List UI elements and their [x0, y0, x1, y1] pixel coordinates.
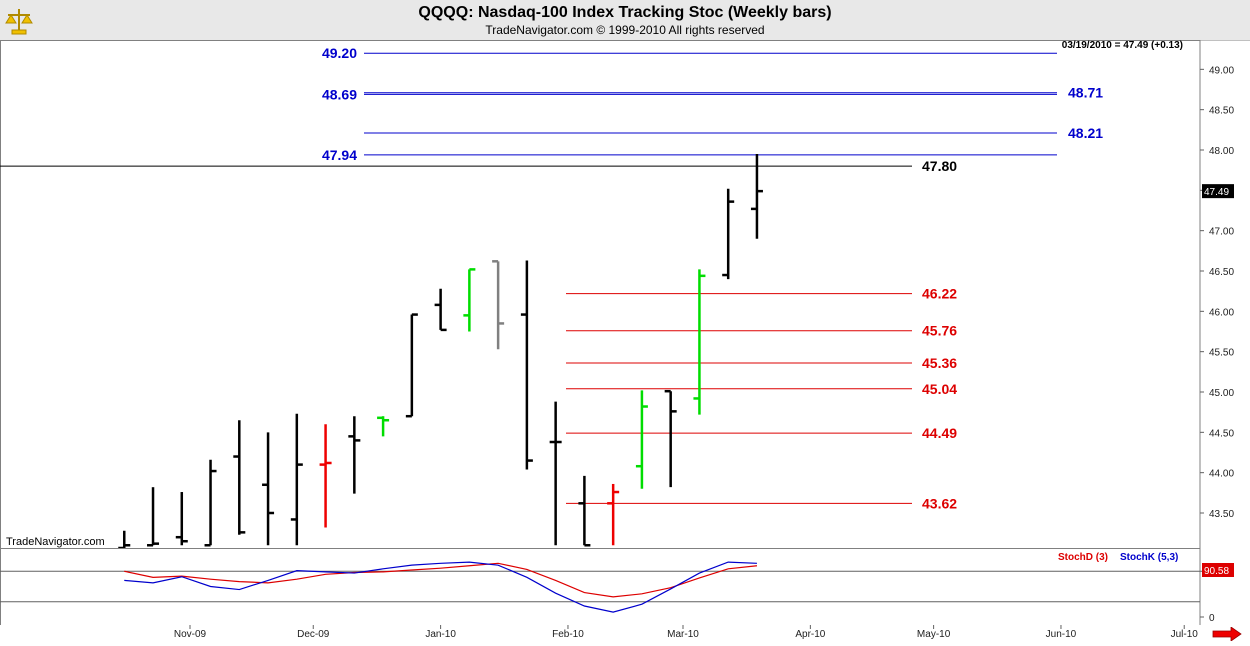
- x-tick-label-4: Mar-10: [667, 629, 699, 640]
- ohlc-bar-2: [175, 492, 188, 546]
- x-tick-label-7: Jun-10: [1046, 629, 1077, 640]
- scales-icon: [4, 6, 34, 41]
- y-tick-label-10: 48.50: [1209, 106, 1234, 117]
- level-label-49.20: 49.20: [322, 45, 357, 61]
- x-axis: Nov-09 Dec-09 Jan-10 Feb-10 Mar-10 Apr-10 May-…: [0, 625, 1250, 643]
- watermark: TradeNavigator.com: [6, 536, 105, 548]
- ohlc-bar-21: [722, 188, 735, 280]
- x-tick-label-8: Jul-10: [1171, 629, 1199, 640]
- stoch-plot-frame: [0, 548, 1201, 626]
- chart-area[interactable]: 43.50 44.00 44.50 45.00 45.50 46.00 46.50 47.00…: [0, 40, 1250, 643]
- price-panel: 43.50 44.00 44.50 45.00 45.50 46.00 46.50 47.00…: [0, 40, 1234, 550]
- y-tick-label-5: 46.00: [1209, 307, 1234, 318]
- ohlc-bar-11: [434, 288, 447, 332]
- last-price-label: 47.49: [1204, 187, 1229, 198]
- last-price-box: [1202, 184, 1234, 199]
- ohlc-bar-9: [377, 416, 390, 437]
- ohlc-bar-19: [664, 389, 677, 488]
- stoch-series-line-1: [124, 561, 757, 613]
- price-plot-frame: [0, 40, 1201, 549]
- stoch-y-tick-label-0: 0: [1209, 613, 1215, 624]
- x-tick-label-3: Feb-10: [552, 629, 584, 640]
- x-tick-label-0: Nov-09: [174, 629, 207, 640]
- stoch-series-line-0: [124, 562, 758, 598]
- level-label-44.49: 44.49: [922, 425, 957, 441]
- ohlc-bar-7: [319, 424, 332, 528]
- ohlc-bar-18: [635, 390, 648, 489]
- level-label-43.62: 43.62: [922, 495, 957, 511]
- y-tick-label-3: 45.00: [1209, 388, 1234, 399]
- ohlc-bar-17: [607, 483, 620, 546]
- ohlc-bar-14: [520, 260, 533, 470]
- info-label: 03/19/2010 = 47.49 (+0.13): [1062, 40, 1183, 51]
- ohlc-bar-3: [204, 459, 217, 547]
- ohlc-bar-8: [348, 416, 361, 494]
- level-label-48.21: 48.21: [1068, 125, 1103, 141]
- stoch-last-value-box: [1202, 563, 1234, 577]
- ohlc-bar-13: [492, 260, 505, 350]
- y-tick-label-11: 49.00: [1209, 65, 1234, 76]
- ohlc-bar-22: [750, 154, 763, 239]
- ohlc-bar-10: [405, 313, 418, 418]
- right-arrow-icon[interactable]: [1212, 626, 1242, 646]
- x-tick-label-2: Jan-10: [425, 629, 456, 640]
- ohlc-bar-1: [147, 487, 160, 547]
- x-tick-label-5: Apr-10: [795, 629, 825, 640]
- stoch-legend-d: StochD (3): [1058, 552, 1108, 563]
- ohlc-bar-15: [549, 401, 562, 546]
- stoch-last-value-label: 90.58: [1204, 566, 1229, 577]
- y-tick-label-9: 48.00: [1209, 146, 1234, 157]
- ohlc-bar-4: [233, 420, 246, 535]
- y-tick-label-1: 44.00: [1209, 469, 1234, 480]
- y-tick-label-7: 47.00: [1209, 227, 1234, 238]
- ohlc-bar-5: [262, 432, 275, 546]
- copyright-subtitle: TradeNavigator.com © 1999-2010 All right…: [485, 23, 765, 37]
- chart-title: QQQQ: Nasdaq-100 Index Tracking Stoc (We…: [418, 4, 832, 21]
- stochastic-panel: 075StochD (3)StochK (5,3)90.58: [0, 548, 1234, 626]
- x-tick-label-1: Dec-09: [297, 629, 330, 640]
- level-label-45.76: 45.76: [922, 323, 957, 339]
- level-label-48.69: 48.69: [322, 86, 357, 102]
- x-tick-label-6: May-10: [917, 629, 951, 640]
- level-label-48.71: 48.71: [1068, 85, 1103, 101]
- y-tick-label-4: 45.50: [1209, 348, 1234, 359]
- level-label-45.04: 45.04: [922, 381, 957, 397]
- chart-header: QQQQ: Nasdaq-100 Index Tracking Stoc (We…: [0, 0, 1250, 41]
- ohlc-bar-12: [463, 268, 476, 332]
- y-tick-label-2: 44.50: [1209, 428, 1234, 439]
- level-label-45.36: 45.36: [922, 355, 957, 371]
- ohlc-bar-20: [693, 269, 706, 415]
- ohlc-bar-16: [578, 475, 591, 547]
- stoch-legend-k: StochK (5,3): [1120, 552, 1178, 563]
- level-label-47.80: 47.80: [922, 158, 957, 174]
- level-label-47.94: 47.94: [322, 147, 357, 163]
- y-tick-label-0: 43.50: [1209, 509, 1234, 520]
- ohlc-bar-6: [290, 413, 303, 546]
- y-tick-label-6: 46.50: [1209, 267, 1234, 278]
- level-label-46.22: 46.22: [922, 286, 957, 302]
- x-axis-band: [0, 625, 1250, 643]
